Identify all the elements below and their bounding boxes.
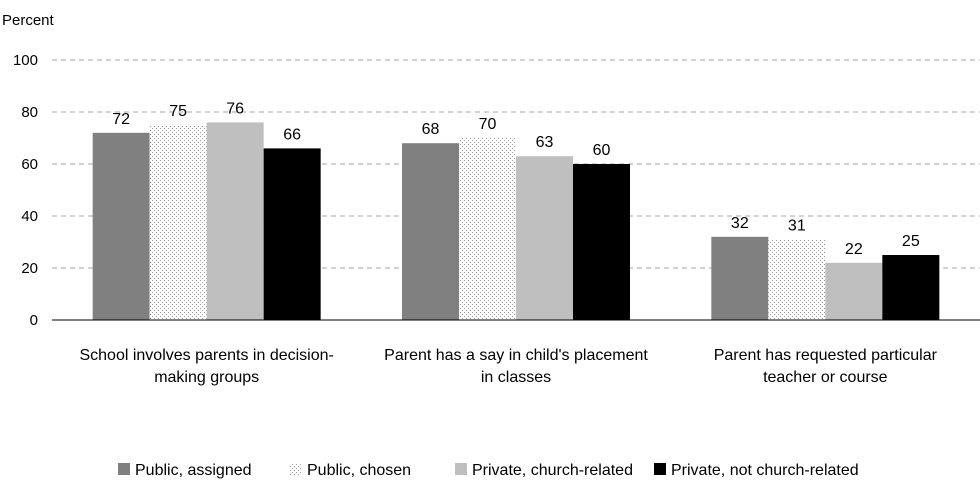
bar (573, 164, 630, 320)
bar-series (92, 122, 940, 321)
legend-swatch (290, 463, 302, 475)
data-label: 70 (479, 116, 497, 133)
x-category-label: Parent has requested particular teacher o… (714, 347, 938, 386)
legend-label: Private, church-related (472, 462, 633, 479)
y-tick-label: 60 (21, 156, 38, 173)
data-label: 25 (902, 233, 920, 250)
bar (516, 156, 573, 320)
bar (825, 262, 883, 320)
bar (92, 132, 150, 320)
y-axis-ticks: 0 20 40 60 80 100 (13, 52, 38, 329)
data-label: 66 (283, 126, 301, 143)
y-tick-label: 0 (30, 312, 38, 329)
bar (768, 239, 826, 320)
legend-swatch (118, 463, 130, 475)
legend: Public, assigned Public, chosen Private, c… (118, 462, 859, 479)
y-tick-label: 100 (13, 52, 38, 69)
data-label: 22 (845, 241, 863, 258)
legend-label: Public, assigned (135, 462, 252, 479)
data-label: 72 (112, 111, 130, 128)
bar (711, 236, 769, 320)
bar (402, 143, 459, 320)
legend-label: Private, not church-related (671, 462, 859, 479)
bar (459, 138, 516, 320)
y-tick-label: 20 (21, 260, 38, 277)
y-tick-label: 80 (21, 104, 38, 121)
bar (149, 125, 207, 320)
y-axis-label: Percent (2, 12, 55, 29)
data-label: 63 (536, 134, 554, 151)
legend-swatch (654, 463, 666, 475)
x-category-label: Parent has a say in child's placement in … (384, 347, 648, 386)
y-tick-label: 40 (21, 208, 38, 225)
bar (263, 148, 321, 320)
legend-swatch (455, 463, 467, 475)
data-label: 68 (422, 121, 440, 138)
data-labels: 72 75 76 66 68 70 63 60 32 31 22 25 (112, 100, 920, 257)
bar (206, 122, 264, 321)
bar (882, 255, 940, 320)
x-category-label: School involves parents in decision-maki… (79, 347, 333, 386)
data-label: 60 (593, 142, 611, 159)
data-label: 31 (788, 217, 806, 234)
data-label: 76 (226, 100, 244, 117)
legend-label: Public, chosen (307, 462, 411, 479)
data-label: 75 (169, 103, 187, 120)
category-labels: School involves parents in decision-maki… (79, 347, 937, 386)
data-label: 32 (731, 215, 749, 232)
